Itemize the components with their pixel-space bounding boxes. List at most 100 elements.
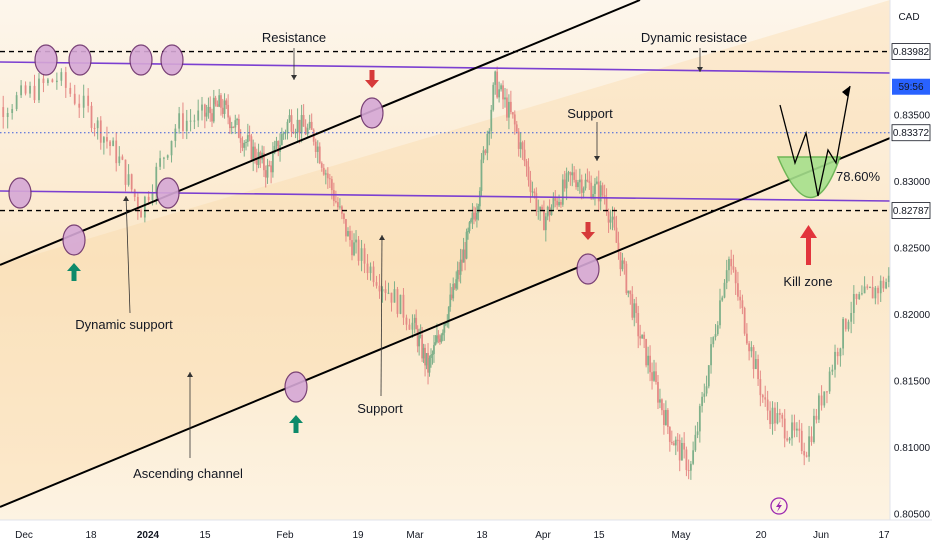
candlesticks bbox=[2, 66, 932, 480]
candle-body bbox=[580, 179, 583, 193]
candle-body bbox=[517, 131, 520, 149]
candle-body bbox=[255, 159, 258, 165]
candle-body bbox=[147, 196, 150, 201]
candle-body bbox=[815, 415, 818, 420]
candle-body bbox=[234, 120, 237, 128]
candle-body bbox=[112, 140, 115, 147]
candle-body bbox=[653, 371, 655, 381]
candle-body bbox=[450, 294, 453, 299]
candle-body bbox=[375, 282, 378, 286]
candle-body bbox=[668, 426, 671, 442]
up-arrow-feb-stem bbox=[293, 422, 299, 433]
candle-body bbox=[366, 263, 369, 274]
lightning-icon bbox=[776, 500, 782, 512]
candle-body bbox=[834, 351, 836, 370]
candle-body bbox=[786, 438, 789, 441]
candle-body bbox=[468, 222, 471, 231]
x-tick-label-1: 18 bbox=[85, 530, 97, 541]
candle-body bbox=[605, 197, 608, 212]
candle-body bbox=[332, 190, 335, 202]
countdown-badge-box bbox=[892, 78, 930, 95]
candle-body bbox=[649, 355, 651, 373]
candle-body bbox=[237, 119, 240, 138]
candle-body bbox=[462, 249, 465, 263]
candle-body bbox=[51, 79, 54, 83]
candle-body bbox=[885, 282, 887, 289]
candle-body bbox=[866, 286, 869, 288]
candle-body bbox=[408, 324, 411, 330]
price-axis: CAD 0.83500 0.83000 0.82500 0.82000 0.81500 0.… bbox=[889, 0, 932, 550]
marker-circle-2 bbox=[129, 44, 153, 76]
candle-body bbox=[314, 141, 317, 152]
candle-body bbox=[221, 107, 224, 114]
plot-background bbox=[0, 0, 890, 520]
candle-body bbox=[852, 294, 855, 314]
lightning-icon-ring bbox=[770, 497, 788, 515]
candle-body bbox=[369, 266, 372, 274]
candle-body bbox=[757, 359, 759, 380]
candle-body bbox=[306, 128, 309, 135]
candle-body bbox=[218, 95, 221, 107]
candle-body bbox=[220, 95, 222, 108]
candle-body bbox=[575, 179, 577, 188]
candle-body bbox=[492, 84, 495, 110]
candle-body bbox=[458, 269, 461, 275]
candle-body bbox=[771, 407, 774, 425]
candle-body bbox=[136, 196, 139, 211]
candle-body bbox=[20, 85, 22, 96]
candle-body bbox=[363, 248, 366, 264]
channel-upper-line bbox=[0, 0, 641, 266]
price-badge-label-2: 0.82787 bbox=[893, 206, 930, 217]
candle-body bbox=[232, 126, 235, 128]
y-tick-label-4: 0.81500 bbox=[894, 377, 931, 388]
candle-body bbox=[178, 113, 181, 129]
candle-body bbox=[694, 434, 697, 451]
candle-body bbox=[692, 450, 695, 464]
marker-circle-1 bbox=[68, 44, 92, 76]
candle-body bbox=[444, 323, 447, 325]
candle-body bbox=[554, 198, 557, 201]
x-tick-label-6: Mar bbox=[406, 530, 424, 541]
down-arrow-apr-head bbox=[581, 232, 595, 240]
candle-body bbox=[494, 71, 497, 85]
candle-body bbox=[544, 216, 547, 231]
candle-body bbox=[546, 206, 549, 217]
candle-body bbox=[584, 179, 587, 189]
candle-body bbox=[115, 140, 118, 164]
candle-body bbox=[533, 191, 536, 194]
candle-body bbox=[33, 85, 36, 101]
candle-body bbox=[298, 119, 301, 134]
candle-body bbox=[182, 113, 184, 131]
annotations: Resistance Dynamic resistace Support Suppor… bbox=[75, 30, 880, 481]
candle-body bbox=[887, 275, 890, 283]
candle-body bbox=[38, 78, 40, 101]
candle-body bbox=[861, 293, 863, 295]
candle-body bbox=[663, 410, 665, 425]
candle-body bbox=[465, 231, 468, 259]
candle-body bbox=[478, 190, 481, 207]
candle-body bbox=[185, 120, 188, 131]
annotation-label-6: Kill zone bbox=[783, 274, 832, 289]
candle-body bbox=[595, 181, 598, 184]
candle-body bbox=[788, 438, 791, 441]
x-tick-label-12: Jun bbox=[813, 530, 829, 541]
candle-body bbox=[603, 195, 606, 198]
candle-body bbox=[402, 294, 405, 318]
candle-body bbox=[586, 179, 589, 182]
candle-body bbox=[617, 242, 620, 252]
candle-body bbox=[69, 87, 72, 94]
candle-body bbox=[280, 134, 283, 146]
candle-body bbox=[509, 101, 512, 113]
candle-body bbox=[347, 231, 349, 237]
candle-body bbox=[643, 334, 646, 340]
price-badge-label-1: 0.83372 bbox=[893, 128, 930, 139]
candle-body bbox=[500, 85, 502, 90]
candle-body bbox=[440, 335, 443, 342]
y-tick-label-1: 0.83000 bbox=[894, 177, 931, 188]
candle-body bbox=[752, 347, 755, 370]
annotation-label-1: Dynamic resistace bbox=[641, 30, 747, 45]
candle-body bbox=[456, 269, 459, 280]
candle-body bbox=[431, 353, 434, 355]
